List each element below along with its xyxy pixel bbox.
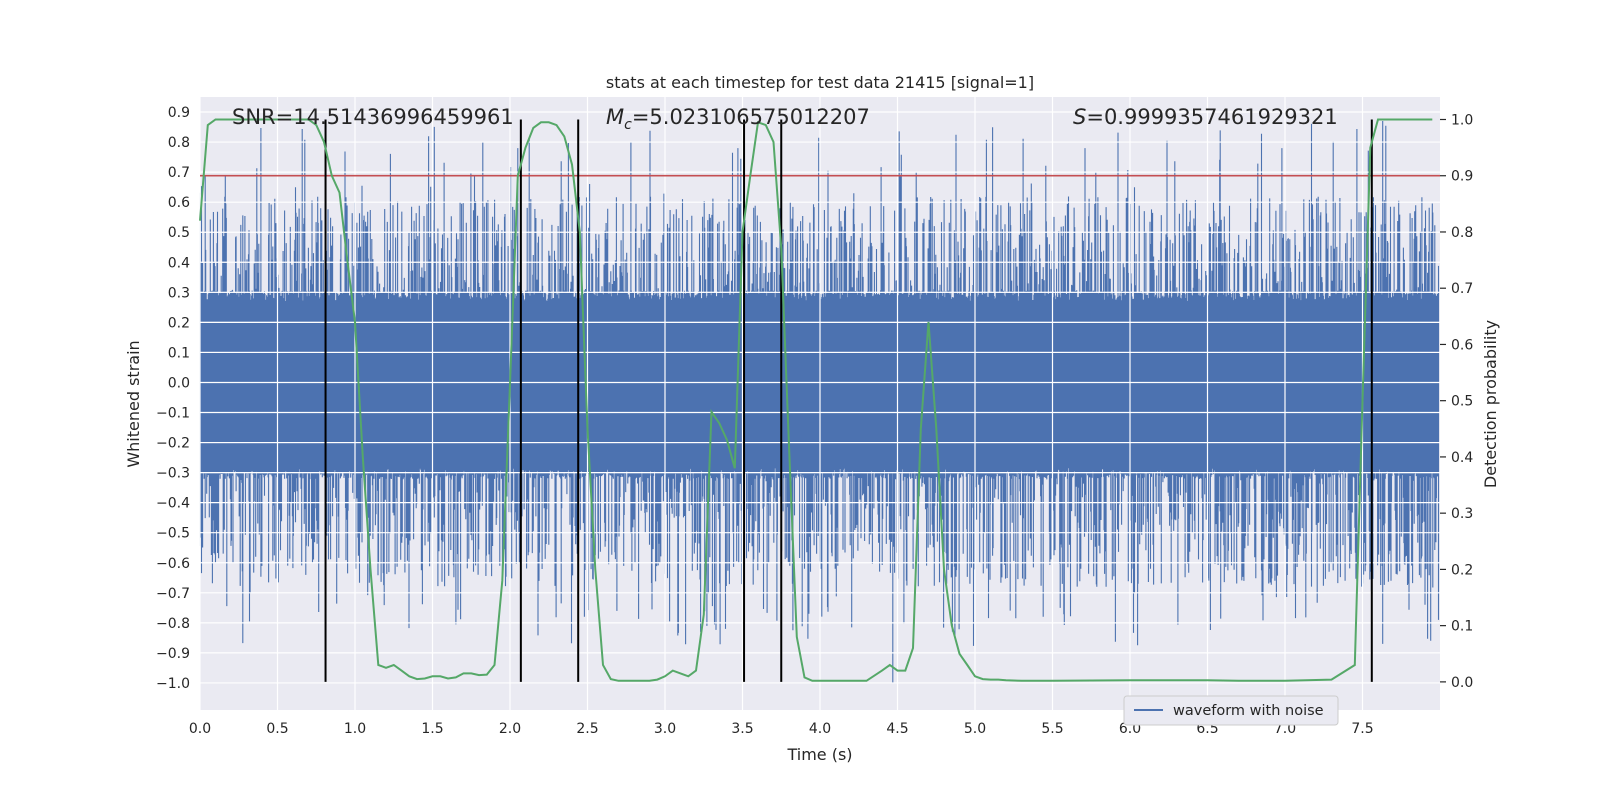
snr-annotation: SNR=14.51436996459961 [232,105,514,129]
right-y-tick-label: 0.2 [1451,562,1473,578]
x-tick-label: 1.5 [421,721,443,737]
right-y-axis-ticks: 1.0 0.9 0.8 0.7 0.6 0.5 0.4 0.3 0.2 0.1 0.0 [1440,112,1473,691]
left-y-tick-label: −0.4 [156,496,190,512]
left-y-tick-label: −0.1 [156,406,190,422]
left-y-tick-label: 0.7 [168,165,190,181]
x-tick-label: 4.5 [886,721,908,737]
chart-title: stats at each timestep for test data 214… [606,73,1034,92]
x-tick-label: 2.5 [576,721,598,737]
right-y-tick-label: 0.7 [1451,281,1473,297]
x-tick-label: 4.0 [809,721,831,737]
left-y-axis-label: Whitened strain [124,340,143,467]
left-y-tick-label: 0.9 [168,105,190,121]
right-y-tick-label: 0.4 [1451,450,1473,466]
grid [199,97,1440,710]
x-tick-label: 0.0 [189,721,211,737]
left-y-tick-label: −0.5 [156,526,190,542]
left-y-tick-label: −0.7 [156,586,190,602]
left-y-tick-label: 0.1 [168,345,190,361]
score-value: =0.9999357461929321 [1086,105,1337,129]
right-y-axis-label: Detection probability [1481,320,1500,488]
legend-box [1123,695,1339,726]
left-y-tick-label: 0.6 [168,195,190,211]
detection-probability-series [199,118,1433,682]
x-tick-label: 5.0 [964,721,986,737]
right-y-tick-label: 0.3 [1451,506,1473,522]
left-y-tick-label: −1.0 [156,676,190,692]
left-y-tick-label: −0.9 [156,646,190,662]
x-tick-label: 0.5 [266,721,288,737]
left-y-tick-label: −0.8 [156,616,190,632]
left-y-tick-label: 0.2 [168,315,190,331]
x-axis-label: Time (s) [786,745,852,764]
chirp-mass-subscript: c [624,117,632,133]
right-y-tick-label: 0.9 [1451,169,1473,185]
x-tick-label: 3.0 [654,721,676,737]
x-tick-label: 3.5 [731,721,753,737]
probability-trace [199,118,1433,682]
right-y-tick-label: 0.1 [1451,619,1473,635]
x-tick-label: 5.5 [1041,721,1063,737]
left-y-axis-ticks: 0.9 0.8 0.7 0.6 0.5 0.4 0.3 0.2 0.1 0.0 −0.1 −0.2 −0… [156,105,190,692]
legend: waveform with noise [1123,695,1339,726]
chirp-mass-symbol: M [606,105,624,129]
right-y-tick-label: 0.0 [1451,675,1473,691]
right-y-tick-label: 0.8 [1451,225,1473,241]
score-symbol: S [1073,105,1086,129]
chirp-mass-value: =5.023106575012207 [632,105,870,129]
right-y-tick-label: 1.0 [1451,112,1473,128]
right-y-tick-label: 0.5 [1451,394,1473,410]
x-tick-label: 7.5 [1351,721,1373,737]
chirp-mass-annotation: Mc=5.023106575012207 [606,105,870,133]
x-axis-ticks: 0.0 0.5 1.0 1.5 2.0 2.5 3.0 3.5 4.0 4.5 5.0 5.5 6.0 6… [189,721,1374,737]
left-y-tick-label: 0.4 [168,255,190,271]
score-annotation: S=0.9999357461929321 [1073,105,1338,129]
x-tick-label: 1.0 [344,721,366,737]
left-y-tick-label: 0.5 [168,225,190,241]
left-y-tick-label: −0.3 [156,466,190,482]
left-y-tick-label: 0.8 [168,135,190,151]
left-y-tick-label: −0.6 [156,556,190,572]
left-y-tick-label: 0.3 [168,285,190,301]
legend-label: waveform with noise [1173,703,1324,719]
left-y-tick-label: −0.2 [156,436,190,452]
x-tick-label: 2.0 [499,721,521,737]
right-y-tick-label: 0.6 [1451,337,1473,353]
left-y-tick-label: 0.0 [168,375,190,391]
